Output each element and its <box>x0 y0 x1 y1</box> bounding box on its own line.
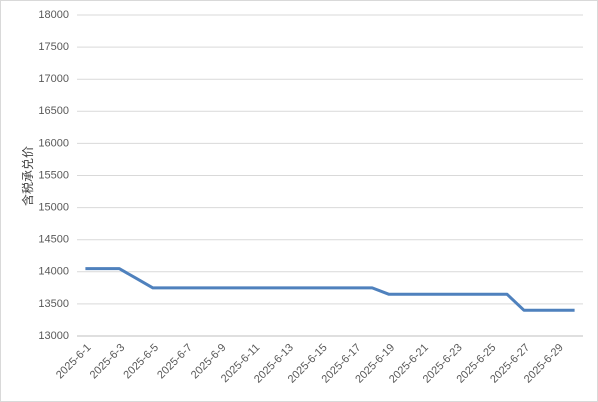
y-tick-label: 17000 <box>38 73 69 85</box>
y-tick-label: 14500 <box>38 234 69 246</box>
y-tick-label: 17500 <box>38 41 69 53</box>
y-tick-label: 14000 <box>38 266 69 278</box>
y-tick-label: 15000 <box>38 202 69 214</box>
y-tick-label: 16000 <box>38 137 69 149</box>
y-tick-label: 18000 <box>38 9 69 21</box>
data-line <box>85 267 575 312</box>
y-tick-label: 13500 <box>38 298 69 310</box>
y-tick-label: 13000 <box>38 330 69 342</box>
y-tick-label: 16500 <box>38 105 69 117</box>
y-axis-label: 含税承兑价 <box>20 146 35 206</box>
y-tick-label: 15500 <box>38 169 69 181</box>
